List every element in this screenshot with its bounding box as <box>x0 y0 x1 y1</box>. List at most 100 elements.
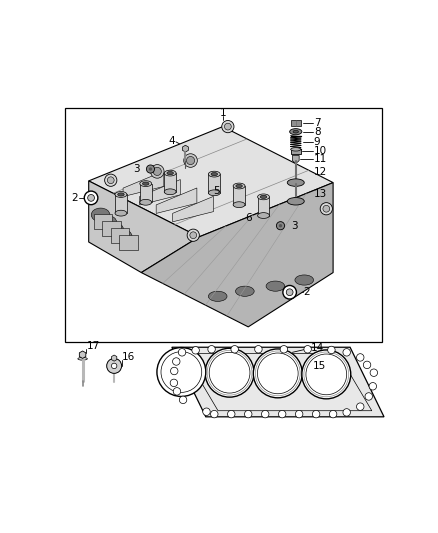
Ellipse shape <box>140 199 152 205</box>
Circle shape <box>173 387 181 395</box>
Circle shape <box>170 379 178 386</box>
Text: 2: 2 <box>304 287 310 297</box>
Polygon shape <box>208 174 220 193</box>
Circle shape <box>187 229 199 241</box>
Ellipse shape <box>115 191 127 197</box>
Circle shape <box>179 396 187 403</box>
Polygon shape <box>293 156 299 162</box>
Polygon shape <box>173 196 213 222</box>
Polygon shape <box>115 195 127 213</box>
Text: 11: 11 <box>314 154 327 164</box>
Circle shape <box>107 177 114 184</box>
Text: 3: 3 <box>133 164 140 174</box>
Text: 13: 13 <box>314 189 327 199</box>
Circle shape <box>280 345 288 353</box>
Bar <box>119 235 138 251</box>
Circle shape <box>205 348 254 397</box>
Text: 10: 10 <box>314 146 327 156</box>
Text: 6: 6 <box>245 213 251 223</box>
Ellipse shape <box>140 181 152 187</box>
Circle shape <box>184 154 197 167</box>
Circle shape <box>370 369 378 376</box>
Circle shape <box>312 410 320 418</box>
Polygon shape <box>183 146 188 152</box>
Circle shape <box>323 205 330 212</box>
Circle shape <box>170 367 178 375</box>
Polygon shape <box>141 183 333 327</box>
Circle shape <box>357 354 364 361</box>
Ellipse shape <box>167 172 173 175</box>
Circle shape <box>357 403 364 410</box>
Ellipse shape <box>287 179 304 187</box>
Ellipse shape <box>105 223 124 236</box>
Ellipse shape <box>233 202 245 207</box>
Ellipse shape <box>208 171 220 177</box>
Circle shape <box>253 349 302 398</box>
Polygon shape <box>79 351 86 358</box>
Ellipse shape <box>290 128 302 135</box>
Text: 16: 16 <box>122 352 135 362</box>
Circle shape <box>105 174 117 187</box>
Circle shape <box>146 165 155 173</box>
Circle shape <box>192 346 199 354</box>
Bar <box>94 214 113 229</box>
Circle shape <box>178 349 186 356</box>
Circle shape <box>261 410 269 418</box>
Polygon shape <box>172 347 384 417</box>
Circle shape <box>203 408 210 415</box>
Circle shape <box>231 345 238 353</box>
Circle shape <box>244 410 252 418</box>
Bar <box>102 221 121 236</box>
Ellipse shape <box>258 194 269 200</box>
Circle shape <box>222 120 234 133</box>
Polygon shape <box>123 171 164 197</box>
Circle shape <box>302 350 351 399</box>
Circle shape <box>304 345 311 353</box>
Polygon shape <box>140 184 152 203</box>
Ellipse shape <box>293 131 298 133</box>
Circle shape <box>254 345 262 353</box>
Ellipse shape <box>211 173 218 176</box>
Text: 17: 17 <box>87 341 100 351</box>
Circle shape <box>283 286 297 299</box>
Ellipse shape <box>208 190 220 196</box>
Ellipse shape <box>287 198 304 205</box>
Circle shape <box>365 393 372 400</box>
Circle shape <box>329 410 337 418</box>
Circle shape <box>227 410 235 418</box>
Text: 15: 15 <box>313 361 326 371</box>
Circle shape <box>208 345 215 353</box>
Ellipse shape <box>113 229 132 243</box>
Circle shape <box>295 410 303 418</box>
Bar <box>111 228 130 243</box>
Ellipse shape <box>164 189 176 195</box>
Ellipse shape <box>115 210 127 216</box>
Circle shape <box>157 348 206 397</box>
Circle shape <box>151 165 164 178</box>
Circle shape <box>224 123 231 130</box>
Polygon shape <box>88 127 333 237</box>
Ellipse shape <box>258 213 269 219</box>
Circle shape <box>84 191 98 205</box>
Circle shape <box>173 358 180 365</box>
Text: 2: 2 <box>71 193 78 203</box>
Circle shape <box>153 167 161 175</box>
Ellipse shape <box>118 193 124 196</box>
Polygon shape <box>233 186 245 205</box>
Polygon shape <box>140 180 180 205</box>
Ellipse shape <box>78 358 87 360</box>
Polygon shape <box>88 181 199 272</box>
Circle shape <box>279 410 286 418</box>
Text: 3: 3 <box>291 221 297 231</box>
Text: 9: 9 <box>314 137 320 147</box>
Ellipse shape <box>295 275 314 285</box>
Text: 5: 5 <box>214 186 220 196</box>
Ellipse shape <box>98 215 117 229</box>
Ellipse shape <box>142 182 149 185</box>
Bar <box>291 120 301 126</box>
Circle shape <box>190 232 197 239</box>
Polygon shape <box>164 173 176 192</box>
Text: 12: 12 <box>314 167 327 177</box>
Circle shape <box>328 346 335 354</box>
Ellipse shape <box>236 184 242 188</box>
